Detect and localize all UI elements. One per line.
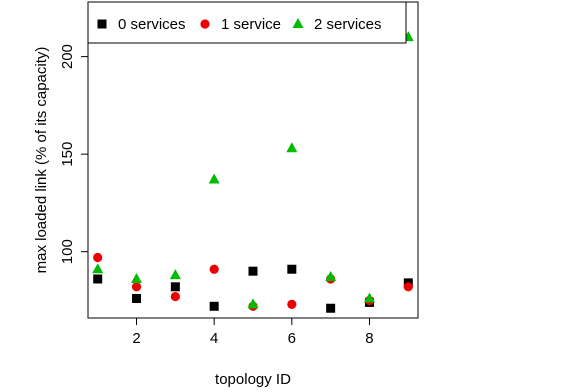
data-point: [132, 293, 142, 303]
data-point: [92, 263, 104, 274]
data-point: [286, 142, 298, 153]
legend-marker: [200, 19, 210, 29]
data-point: [247, 298, 259, 309]
x-tick-label: 2: [132, 330, 140, 347]
data-point: [169, 269, 181, 280]
data-point: [93, 274, 103, 284]
legend-marker: [292, 18, 304, 28]
legend-label: 1 service: [221, 16, 281, 33]
data-point: [325, 271, 337, 282]
x-axis: 2 4 6 8: [132, 318, 374, 347]
y-axis-label: max loaded link (% of its capacity): [33, 47, 50, 274]
x-tick-label: 6: [288, 330, 296, 347]
data-point: [363, 292, 375, 303]
y-tick-label: 100: [59, 239, 76, 264]
data-point: [287, 299, 297, 309]
y-tick-label: 150: [59, 142, 76, 167]
data-point: [209, 301, 219, 311]
x-tick-label: 4: [210, 330, 218, 347]
data-point: [170, 282, 180, 292]
y-axis: 100 150 200: [59, 44, 88, 264]
data-point: [170, 291, 180, 302]
data-point: [131, 272, 143, 283]
data-point: [131, 282, 142, 292]
legend-label: 2 services: [314, 16, 382, 33]
legend-box: [87, 1, 407, 44]
x-tick-label: 8: [365, 330, 373, 347]
data-point: [326, 303, 336, 313]
legend-label: 0 services: [118, 16, 186, 33]
data-point: [287, 264, 297, 274]
data-point: [403, 282, 413, 292]
data-point: [93, 252, 103, 263]
data-point: [209, 264, 219, 274]
legend: 0 services 1 service 2 services: [87, 1, 407, 44]
legend-marker: [97, 19, 107, 29]
y-tick-label: 200: [59, 44, 76, 69]
data-markers: [92, 31, 414, 313]
data-point: [208, 173, 220, 184]
x-axis-label: topology ID: [215, 371, 291, 388]
data-point: [248, 266, 258, 276]
